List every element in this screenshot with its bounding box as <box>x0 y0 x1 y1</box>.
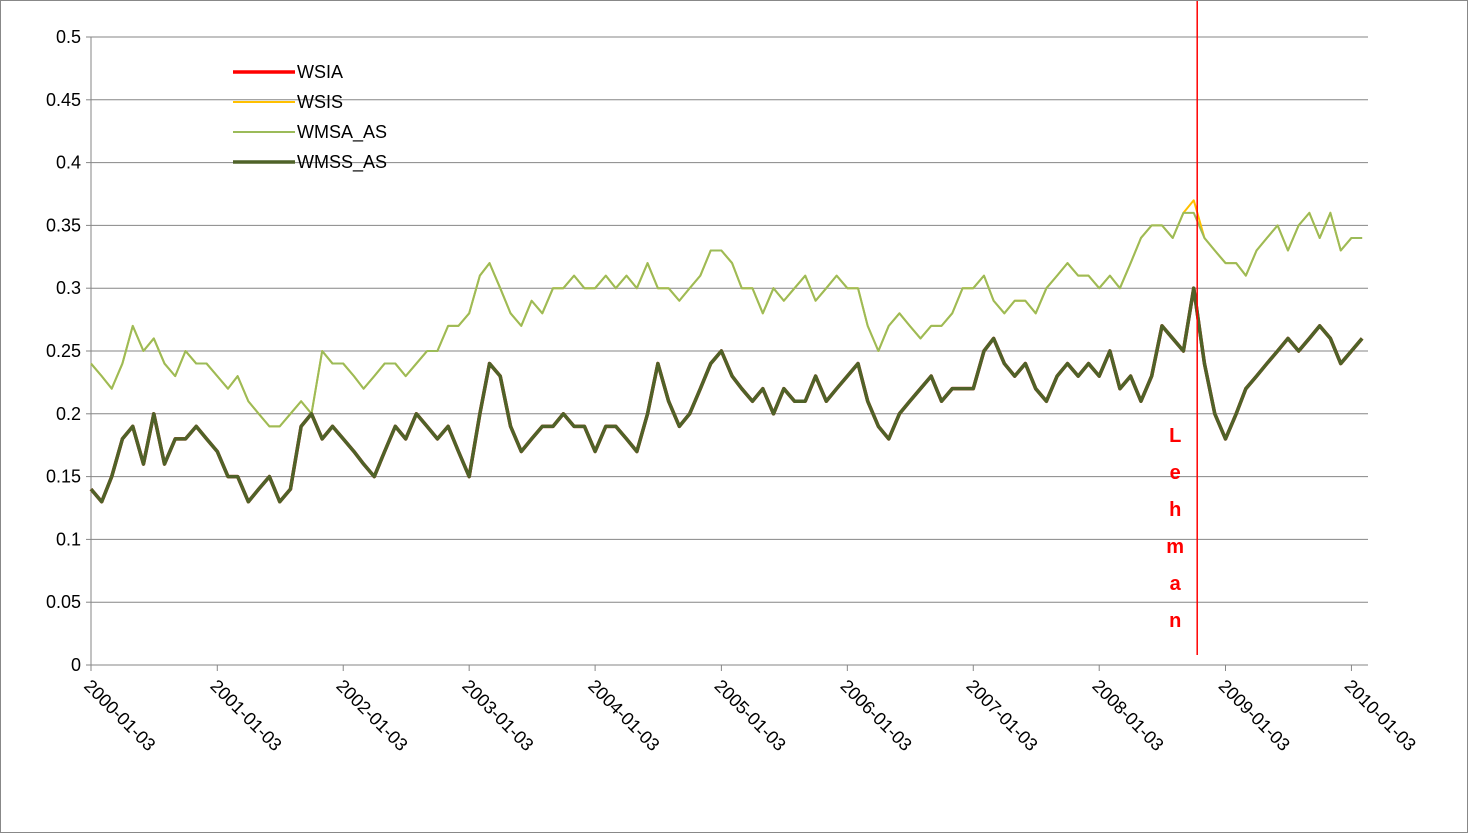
legend-label: WSIS <box>297 92 343 112</box>
y-tick-label: 0.35 <box>46 215 81 235</box>
y-tick-label: 0.25 <box>46 341 81 361</box>
y-tick-label: 0.5 <box>56 27 81 47</box>
legend-label: WMSS_AS <box>297 152 387 173</box>
annotation-text: Lehman <box>1164 425 1186 647</box>
series-line <box>89 286 1364 504</box>
y-tick-label: 0 <box>71 655 81 675</box>
y-tick-label: 0.15 <box>46 467 81 487</box>
y-tick-label: 0.05 <box>46 592 81 612</box>
legend-label: WMSA_AS <box>297 122 387 143</box>
series-line <box>90 211 1363 428</box>
y-tick-label: 0.1 <box>56 529 81 549</box>
y-tick-label: 0.45 <box>46 90 81 110</box>
y-tick-label: 0.3 <box>56 278 81 298</box>
legend-label: WSIA <box>297 62 343 82</box>
y-tick-label: 0.4 <box>56 153 81 173</box>
y-tick-label: 0.2 <box>56 404 81 424</box>
